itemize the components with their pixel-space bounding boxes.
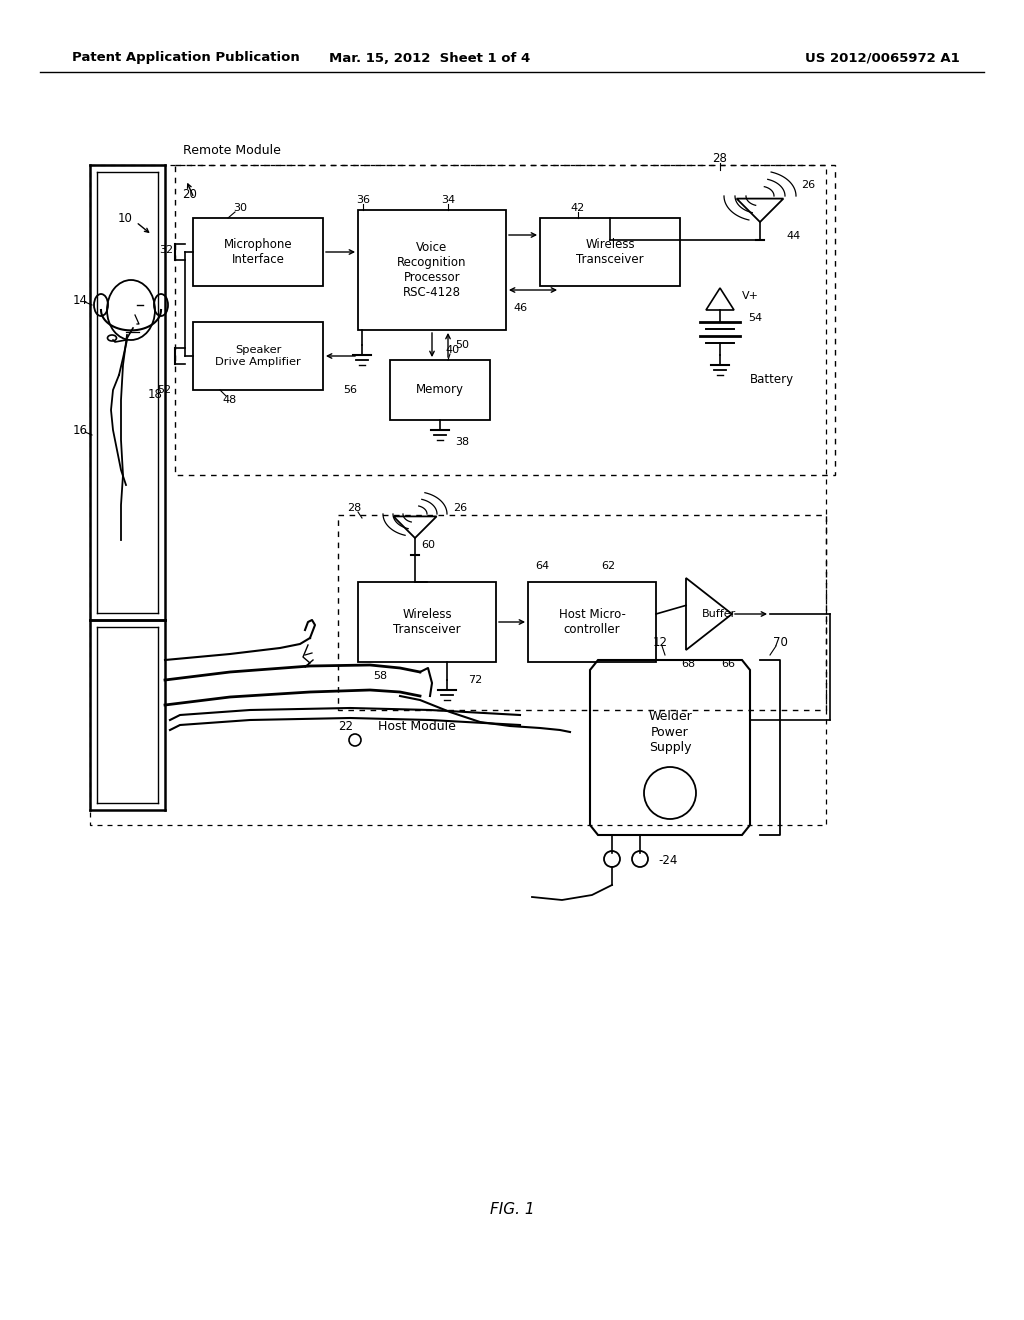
Text: 64: 64 — [535, 561, 549, 572]
Text: 26: 26 — [801, 180, 815, 190]
Text: 70: 70 — [772, 635, 787, 648]
Text: 56: 56 — [343, 385, 357, 395]
Text: Memory: Memory — [416, 384, 464, 396]
Text: 16: 16 — [73, 424, 87, 437]
Text: 30: 30 — [233, 203, 247, 213]
Text: 18: 18 — [147, 388, 163, 401]
Text: Microphone
Interface: Microphone Interface — [223, 238, 292, 267]
Text: 54: 54 — [748, 313, 762, 323]
Text: Mar. 15, 2012  Sheet 1 of 4: Mar. 15, 2012 Sheet 1 of 4 — [330, 51, 530, 65]
Text: 32: 32 — [159, 246, 173, 255]
Text: 26: 26 — [453, 503, 467, 513]
Text: 20: 20 — [182, 189, 198, 202]
Text: 22: 22 — [339, 719, 353, 733]
Text: Battery: Battery — [750, 374, 795, 387]
Text: Welder
Power
Supply: Welder Power Supply — [648, 710, 692, 754]
Text: 66: 66 — [721, 659, 735, 669]
Bar — [338, 515, 826, 710]
Text: 28: 28 — [347, 503, 361, 513]
Text: 42: 42 — [570, 203, 585, 213]
Text: Wireless
Transceiver: Wireless Transceiver — [577, 238, 644, 267]
Text: 52: 52 — [157, 385, 171, 395]
Text: 68: 68 — [681, 659, 695, 669]
Bar — [540, 218, 680, 286]
Text: 50: 50 — [455, 341, 469, 350]
Text: V+: V+ — [742, 290, 759, 301]
Text: 10: 10 — [118, 211, 132, 224]
Text: 44: 44 — [786, 231, 801, 242]
Text: 38: 38 — [455, 437, 469, 447]
Text: 28: 28 — [713, 152, 727, 165]
Text: Host Micro-
controller: Host Micro- controller — [558, 609, 626, 636]
Bar — [90, 165, 826, 825]
Bar — [390, 360, 490, 420]
Text: 12: 12 — [652, 635, 668, 648]
Text: 46: 46 — [513, 304, 527, 313]
Text: FIG. 1: FIG. 1 — [489, 1203, 535, 1217]
Text: -24: -24 — [658, 854, 678, 867]
Bar — [193, 218, 323, 286]
Text: 58: 58 — [373, 671, 387, 681]
Text: US 2012/0065972 A1: US 2012/0065972 A1 — [805, 51, 961, 65]
Text: 72: 72 — [468, 675, 482, 685]
Bar — [358, 582, 496, 663]
Text: Remote Module: Remote Module — [183, 144, 281, 157]
Text: 36: 36 — [356, 195, 370, 205]
Text: Voice
Recognition
Processor
RSC-4128: Voice Recognition Processor RSC-4128 — [397, 242, 467, 300]
Text: 48: 48 — [223, 395, 238, 405]
Text: Speaker
Drive Amplifier: Speaker Drive Amplifier — [215, 346, 301, 367]
Text: Host Module: Host Module — [378, 719, 456, 733]
Text: Wireless
Transceiver: Wireless Transceiver — [393, 609, 461, 636]
Bar — [193, 322, 323, 389]
Bar — [175, 165, 835, 475]
Text: 14: 14 — [73, 293, 87, 306]
Text: 62: 62 — [601, 561, 615, 572]
Text: 60: 60 — [421, 540, 435, 550]
Text: Buffer: Buffer — [702, 609, 736, 619]
Bar — [528, 582, 656, 663]
Bar — [358, 210, 506, 330]
Text: Patent Application Publication: Patent Application Publication — [72, 51, 300, 65]
Text: 40: 40 — [445, 345, 459, 355]
Text: 34: 34 — [441, 195, 455, 205]
